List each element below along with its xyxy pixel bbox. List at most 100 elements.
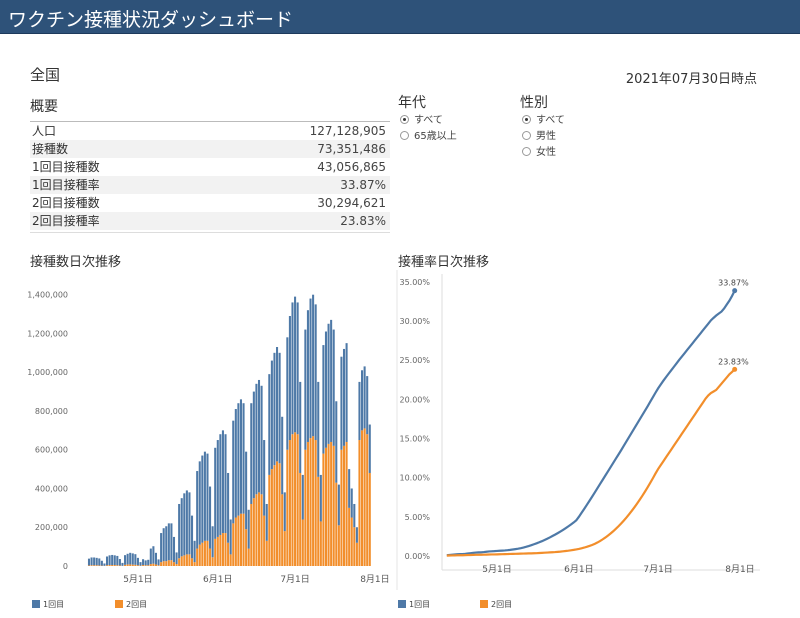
row-label: 接種数 <box>32 142 69 156</box>
bar <box>252 391 255 499</box>
bar <box>324 447 328 566</box>
bar <box>317 476 320 566</box>
bar <box>165 561 168 566</box>
bar <box>113 565 116 566</box>
bar <box>368 472 371 566</box>
bar <box>90 557 93 566</box>
filter-title: 年代 <box>398 95 426 111</box>
bar <box>221 430 224 534</box>
legend-label: 2回目 <box>126 600 147 609</box>
bar <box>260 494 263 566</box>
radio <box>522 131 531 140</box>
bar <box>278 352 281 464</box>
x-tick-label: 6月1日 <box>203 574 232 585</box>
bar <box>270 360 273 470</box>
y-tick-label: 1,000,000 <box>27 368 68 377</box>
bar <box>273 352 276 466</box>
bar <box>340 356 343 450</box>
bar <box>237 403 240 516</box>
bar <box>232 420 235 524</box>
bar <box>152 563 155 566</box>
bar <box>113 555 116 566</box>
bar <box>309 298 312 439</box>
bar <box>296 302 299 435</box>
y-tick-label: 20.00% <box>399 395 430 404</box>
y-tick-label: 30.00% <box>399 317 430 326</box>
bar <box>211 526 214 558</box>
bar <box>183 493 186 556</box>
y-tick-label: 35.00% <box>399 278 430 287</box>
bar <box>178 503 181 559</box>
bar <box>294 296 297 433</box>
y-tick-label: 25.00% <box>399 356 430 365</box>
bar <box>276 347 279 462</box>
bar <box>178 558 181 566</box>
bar <box>283 531 286 566</box>
bar <box>147 565 150 566</box>
bar <box>111 565 114 566</box>
bar <box>350 488 353 518</box>
bar <box>224 533 227 566</box>
x-tick-label: 8月1日 <box>725 564 754 575</box>
bar <box>345 441 348 566</box>
bar <box>312 294 315 437</box>
filter-option[interactable]: 男性 <box>522 130 556 144</box>
bar <box>358 440 361 566</box>
bar <box>134 554 137 565</box>
bar <box>209 486 212 549</box>
bar <box>167 560 170 566</box>
bar <box>175 564 178 566</box>
bar <box>335 401 338 483</box>
bar <box>219 434 222 535</box>
bar <box>105 565 109 566</box>
bar <box>214 447 217 539</box>
row-value: 73,351,486 <box>317 142 386 156</box>
bar <box>335 482 338 566</box>
legend-swatch <box>398 600 406 608</box>
option-label: すべて <box>536 115 565 126</box>
y-tick-label: 15.00% <box>399 435 430 444</box>
summary-row: 1回目接種率 33.87% <box>30 176 390 194</box>
bar <box>363 366 366 429</box>
bar <box>203 451 206 541</box>
row-label: 1回目接種率 <box>32 178 100 192</box>
row-label: 2回目接種率 <box>32 214 100 228</box>
summary-table: 人口 127,128,905 接種数 73,351,486 1回目接種数 43,056,8… <box>30 121 390 233</box>
bar <box>149 564 152 566</box>
bar <box>309 438 312 566</box>
bar <box>175 552 178 565</box>
bar <box>278 463 281 566</box>
bar <box>255 383 258 495</box>
bar <box>111 554 114 566</box>
bar <box>227 472 230 543</box>
filter-option[interactable]: すべて <box>522 114 565 128</box>
chart-title: 接種数日次推移 <box>30 254 121 270</box>
bar <box>144 560 147 566</box>
row-label: 人口 <box>32 124 57 138</box>
bar <box>304 449 307 566</box>
bar <box>366 376 369 435</box>
bar <box>304 329 307 450</box>
end-point <box>732 288 738 294</box>
bar <box>252 498 255 566</box>
bar <box>93 557 96 566</box>
bar <box>353 527 356 566</box>
header-bar: ワクチン接種状況ダッシュボード <box>0 0 800 34</box>
header-title: ワクチン接種状況ダッシュボード <box>8 9 294 31</box>
bar <box>301 519 304 566</box>
bar <box>358 381 361 441</box>
bar <box>131 564 134 566</box>
bar <box>355 527 358 543</box>
option-label: すべて <box>414 115 443 126</box>
bar <box>330 441 333 566</box>
filter-option[interactable]: 女性 <box>522 146 556 160</box>
bar <box>247 548 250 566</box>
legend-swatch <box>32 600 40 608</box>
row-value: 33.87% <box>340 178 386 192</box>
filter-option[interactable]: 65歳以上 <box>400 130 457 144</box>
bar <box>247 509 250 549</box>
bar <box>162 561 165 566</box>
filter-option[interactable]: すべて <box>400 114 443 128</box>
bar <box>330 319 333 442</box>
